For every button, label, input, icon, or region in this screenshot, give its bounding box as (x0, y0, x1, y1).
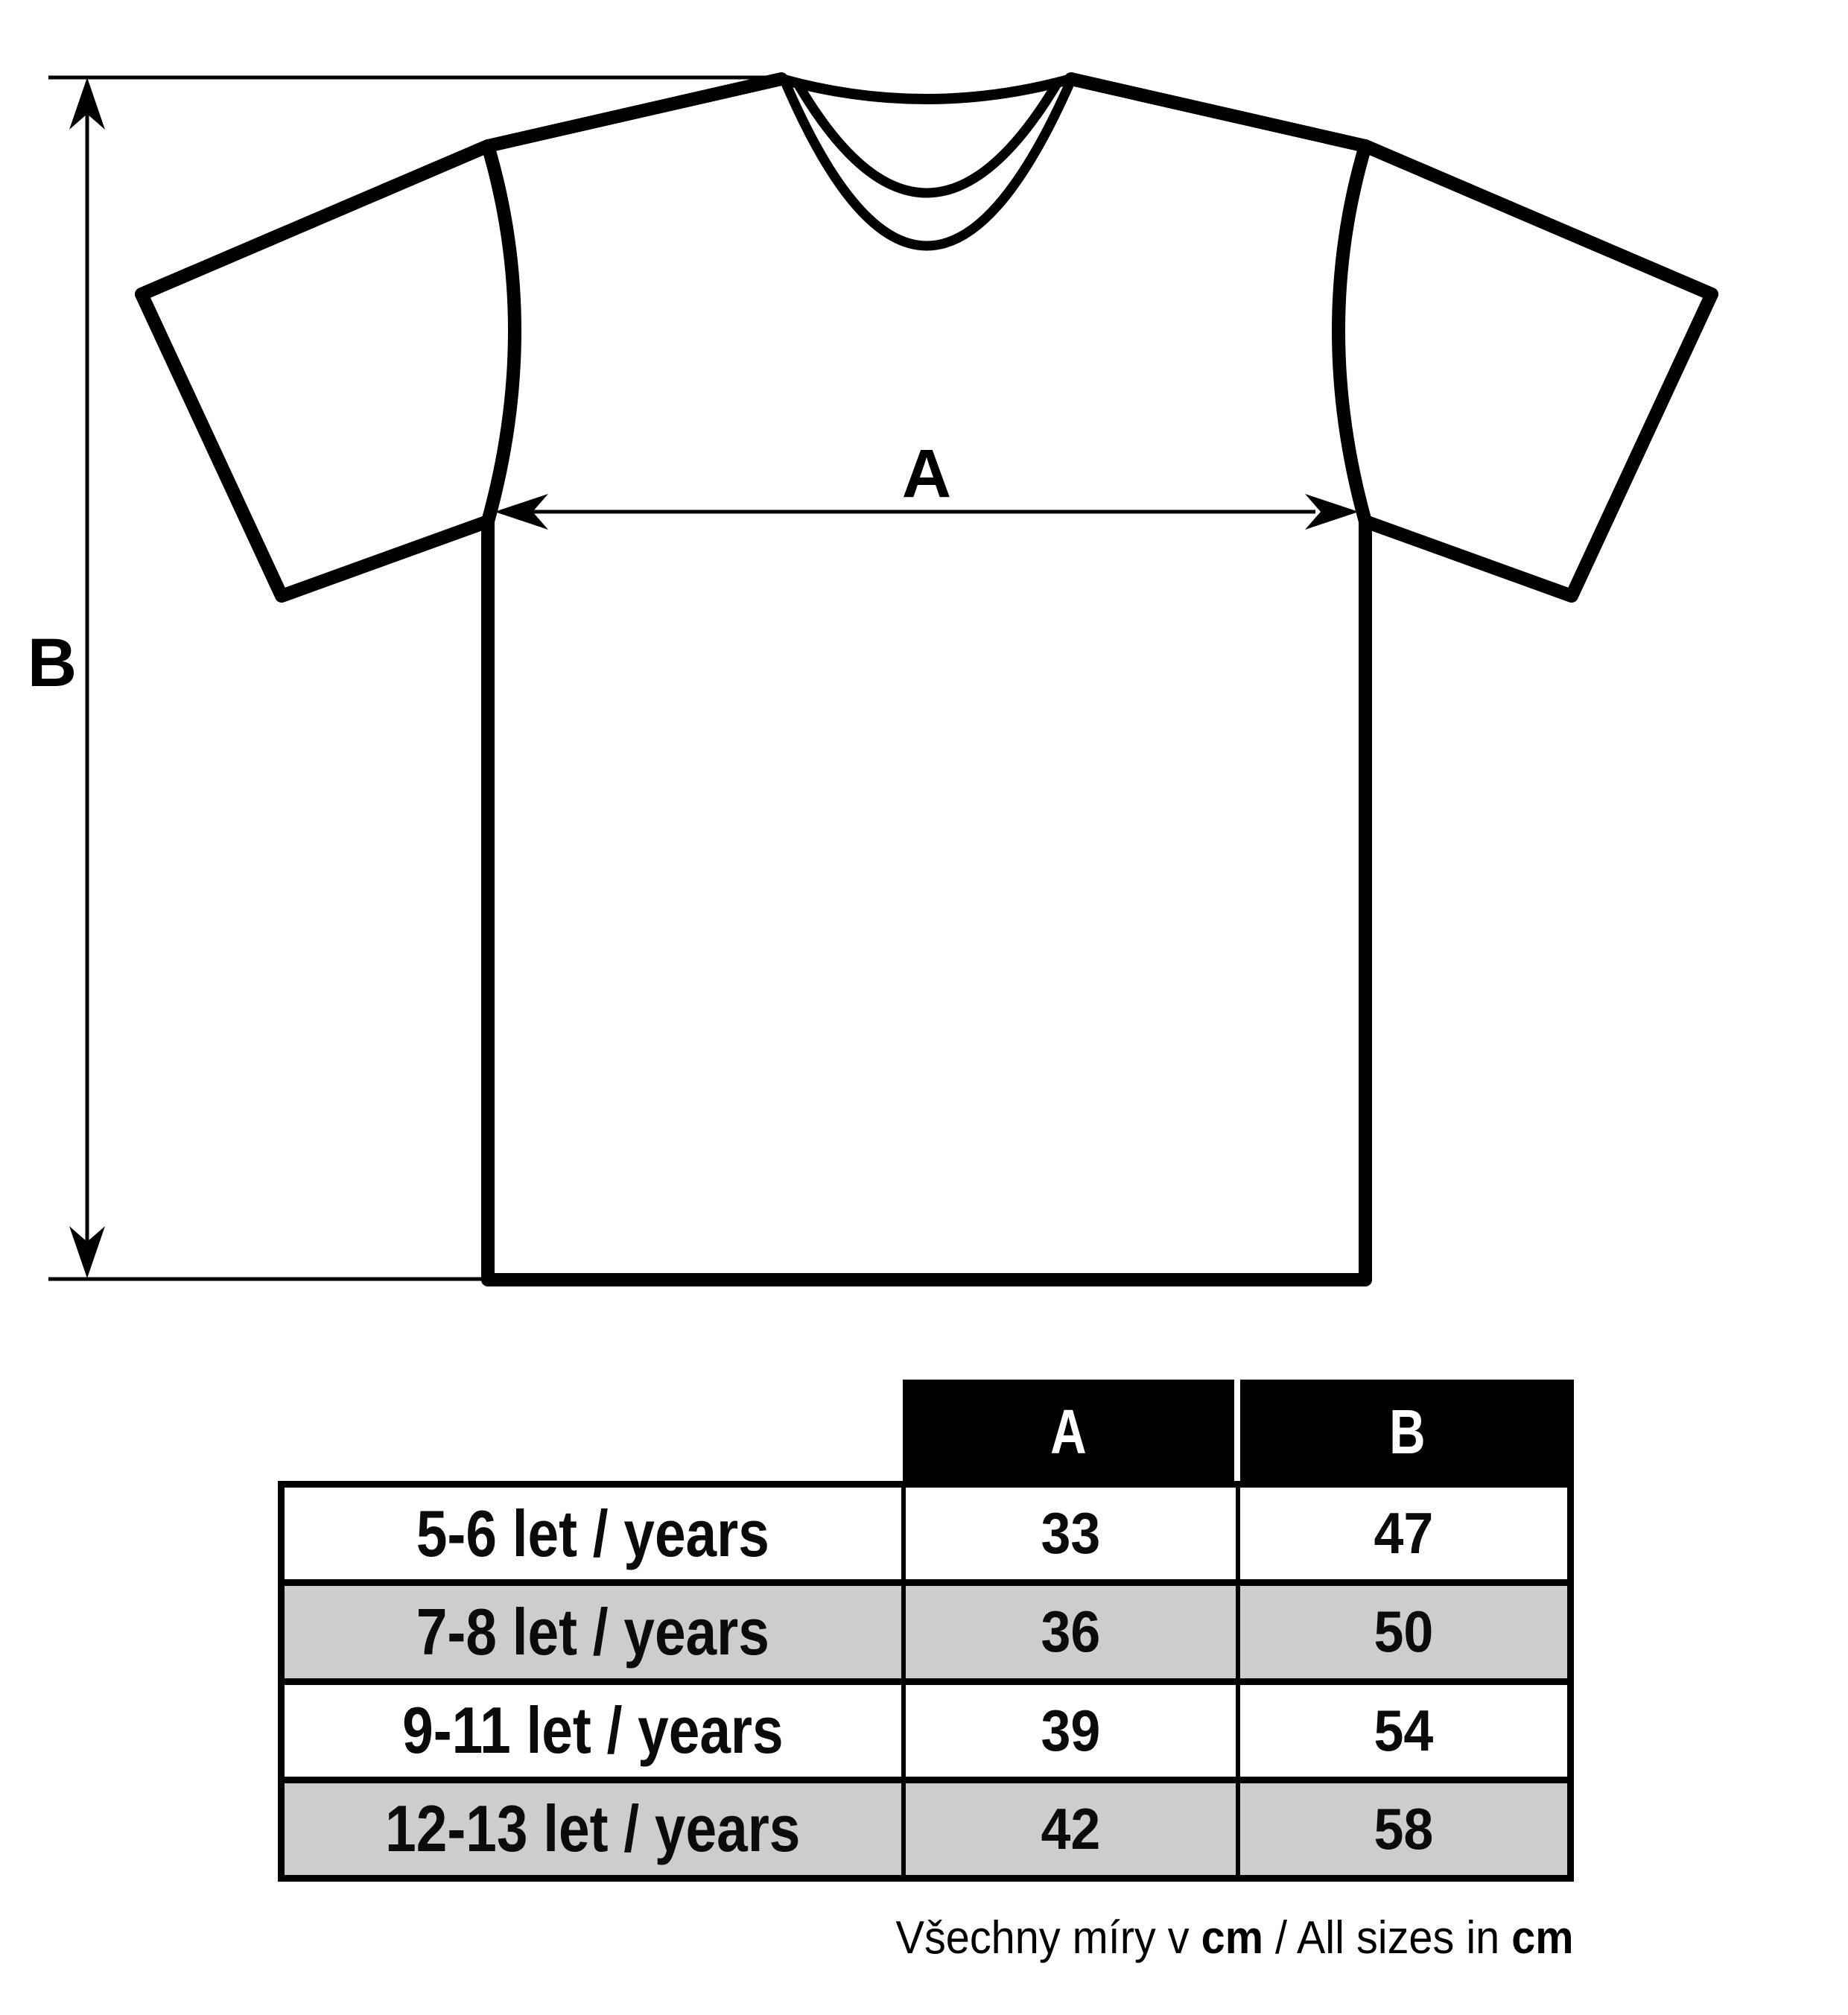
units-note-en: / All sizes in (1263, 1911, 1512, 1964)
table-cell-b: 47 (1240, 1488, 1567, 1580)
arrowhead-up-icon (69, 77, 105, 130)
tshirt-collar-inner-arc (793, 80, 1061, 198)
table-row-label: 9-11 let / years (285, 1684, 901, 1777)
table-cell-a: 39 (906, 1684, 1236, 1777)
table-cell-b: 58 (1240, 1783, 1567, 1875)
tshirt-left-shoulder-seam (135, 72, 788, 301)
table-row-label: 7-8 let / years (285, 1586, 901, 1678)
units-note-cm-en: cm (1511, 1911, 1574, 1964)
table-row-label: 5-6 let / years (285, 1488, 901, 1580)
table-cell-a: 33 (906, 1488, 1236, 1580)
tshirt-collar-outer-arc (781, 78, 1075, 251)
table-header-label-a: A (1050, 1396, 1087, 1467)
table-header-col-b: B (1240, 1380, 1574, 1484)
table-header-col-a: A (903, 1380, 1234, 1484)
table-cell-b: 54 (1240, 1684, 1567, 1777)
tshirt-back-neckline (776, 74, 1076, 104)
dimension-arrow-a (495, 494, 1359, 530)
tshirt-right-shoulder-seam (1064, 72, 1718, 301)
width-dimension-label: A (902, 436, 951, 512)
units-note-cs: Všechny míry v (895, 1911, 1202, 1964)
tshirt-body (481, 139, 1372, 1286)
arrowhead-down-icon (69, 1226, 105, 1278)
height-dimension-label: B (28, 625, 77, 701)
table-row-label: 12-13 let / years (285, 1783, 901, 1875)
arrowhead-left-icon (495, 494, 548, 530)
units-note: Všechny míry v cm / All sizes in cm (896, 1904, 1574, 1971)
dimension-arrow-b (69, 77, 105, 1278)
size-table: 5-6 let / years 33 47 7-8 let / years 36… (278, 1481, 1574, 1882)
tshirt-outline (135, 72, 1718, 1286)
units-note-cm-cs: cm (1201, 1911, 1264, 1964)
table-cell-b: 50 (1240, 1586, 1567, 1678)
arrowhead-right-icon (1305, 494, 1359, 530)
table-cell-a: 36 (906, 1586, 1236, 1678)
table-header-label-b: B (1388, 1396, 1426, 1467)
table-cell-a: 42 (906, 1783, 1236, 1875)
